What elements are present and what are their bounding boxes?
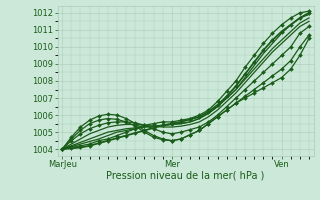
X-axis label: Pression niveau de la mer( hPa ): Pression niveau de la mer( hPa ) [107, 171, 265, 181]
